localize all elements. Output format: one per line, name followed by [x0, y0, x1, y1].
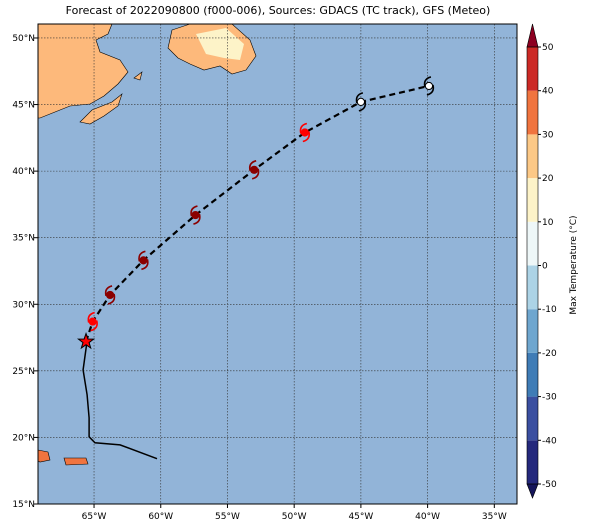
colorbar-tick-label: -10	[542, 305, 557, 315]
colorbar-band	[527, 221, 538, 266]
storm-symbol	[355, 92, 367, 112]
storm-tail	[355, 92, 367, 112]
storm-tail	[423, 76, 435, 96]
ocean	[38, 24, 517, 504]
storm-tail	[138, 250, 149, 271]
lon-tick-label: 50°W	[282, 512, 307, 522]
storm-eye	[300, 128, 309, 137]
colorbar-over	[526, 23, 539, 48]
storm-tail	[248, 160, 260, 180]
colorbar-band	[527, 265, 538, 310]
colorbar-tick-label: 10	[542, 218, 554, 228]
colorbar-band	[527, 90, 538, 135]
colorbar-tick-label: -40	[542, 436, 557, 446]
lat-tick-label: 15°N	[12, 500, 35, 510]
lat-tick-label: 45°N	[12, 101, 35, 111]
colorbar-tick-label: 20	[542, 174, 554, 184]
lon-tick-label: 55°W	[215, 512, 240, 522]
colorbar-tick-label: -50	[542, 480, 557, 490]
past-track	[82, 340, 158, 460]
forecast-track	[84, 84, 430, 342]
lat-tick-label: 50°N	[12, 34, 35, 44]
colorbar-band	[527, 178, 538, 222]
colorbar-tick-label: 30	[542, 130, 554, 140]
lon-tick-label: 35°W	[482, 512, 507, 522]
colorbar-band	[527, 396, 538, 441]
colorbar-band	[527, 309, 538, 353]
storm-symbol	[190, 205, 201, 225]
lat-tick-label: 40°N	[12, 167, 35, 177]
lat-tick-label: 30°N	[12, 300, 35, 310]
colorbar-band	[527, 134, 538, 179]
storm-eye	[139, 256, 148, 265]
colorbar-tick-label: 0	[542, 262, 548, 272]
storm-symbol	[248, 160, 260, 180]
colorbar-tick-label: 40	[542, 87, 554, 97]
storm-tail	[104, 285, 116, 305]
storm-symbol	[138, 250, 149, 271]
lat-tick-label: 25°N	[12, 367, 35, 377]
lat-tick-label: 35°N	[12, 234, 35, 244]
land	[37, 23, 257, 466]
lon-tick-label: 40°W	[415, 512, 440, 522]
colorbar-band	[527, 352, 538, 397]
colorbar-tick-label: -30	[542, 393, 557, 403]
colorbar-band	[527, 440, 538, 484]
current-position	[76, 332, 96, 350]
map-frame	[37, 23, 518, 505]
storm-symbol	[423, 76, 435, 96]
storm-eye	[424, 81, 434, 91]
colorbar-tick-label: 50	[542, 43, 554, 53]
lat-tick-label: 20°N	[12, 433, 35, 443]
storm-eye	[356, 97, 365, 106]
storm-eye	[88, 317, 97, 326]
storm-tail	[299, 122, 311, 143]
storm-eye	[105, 290, 115, 300]
colorbar-label: Max Temperature (°C)	[569, 215, 579, 314]
colorbar-tick-label: -20	[542, 349, 557, 359]
colorbar-under	[526, 483, 539, 499]
storm-symbol	[87, 311, 98, 332]
lon-tick-label: 60°W	[148, 512, 173, 522]
colorbar-band	[527, 47, 538, 91]
lon-tick-label: 45°W	[348, 512, 373, 522]
storm-symbol	[299, 122, 311, 143]
lon-tick-label: 65°W	[82, 512, 107, 522]
title: Forecast of 2022090800 (f000-006), Sourc…	[66, 4, 491, 17]
storm-tail	[87, 311, 98, 332]
storm-symbol	[104, 285, 116, 305]
storm-tail	[190, 205, 201, 225]
storm-eye	[191, 210, 200, 220]
storm-eye	[250, 165, 259, 174]
